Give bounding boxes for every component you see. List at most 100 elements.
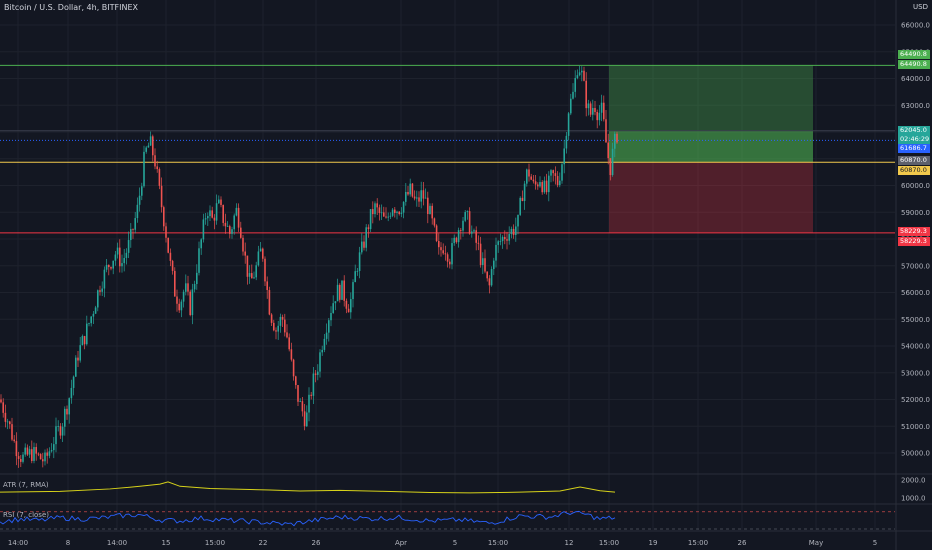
candle-body: [127, 240, 130, 253]
candle-body: [112, 260, 114, 269]
candle-body: [94, 307, 97, 314]
candle-body: [523, 183, 526, 201]
candle-body: [200, 239, 202, 249]
candle-body: [138, 195, 141, 205]
horizontal-levels: [0, 64, 895, 234]
time-tick: 22: [259, 539, 268, 547]
candle-body: [345, 300, 348, 309]
atr-tick: 1000.0: [901, 495, 926, 503]
candle-body: [312, 373, 315, 396]
candle-body: [394, 209, 396, 213]
candle-body: [365, 227, 367, 248]
candle-body: [229, 226, 231, 234]
price-tick: 55000.0: [901, 316, 930, 324]
candle-body: [99, 290, 101, 292]
candle-body: [323, 338, 326, 350]
candle-body: [81, 336, 84, 346]
candle-body: [121, 263, 123, 267]
candle-body: [11, 424, 13, 440]
candle-body: [387, 216, 389, 218]
target-zone-upper: [609, 65, 813, 131]
candle-body: [475, 230, 477, 243]
price-tick: 59000.0: [901, 209, 930, 217]
candle-body: [92, 313, 95, 317]
price-tick: 57000.0: [901, 262, 930, 270]
price-tick: 63000.0: [901, 102, 930, 110]
candle-body: [268, 290, 271, 315]
candle-body: [103, 269, 106, 289]
candle-body: [539, 182, 541, 187]
candle-body: [464, 212, 466, 221]
candle-body: [180, 301, 183, 311]
candle-body: [251, 273, 253, 279]
candle-body: [444, 253, 447, 255]
candle-body: [53, 444, 55, 451]
candle-body: [561, 164, 563, 181]
candle-body: [204, 218, 207, 220]
candle-body: [156, 166, 158, 170]
candle-body: [295, 376, 297, 386]
time-axis[interactable]: 14:00 8 14:00 15 15:00 22 26 Apr 5 15:00 12 15:00 19…: [8, 539, 877, 547]
candle-body: [433, 218, 436, 226]
candle-body: [422, 190, 425, 199]
candle-body: [20, 458, 22, 462]
candle-body: [389, 215, 392, 217]
candle-body: [310, 394, 312, 396]
price-axis[interactable]: 66000.065000.064000.063000.062000.061000…: [901, 22, 930, 503]
candle-body: [611, 148, 614, 176]
candle-body: [537, 184, 539, 187]
rsi-line: [0, 510, 616, 527]
candle-body: [314, 373, 317, 375]
time-tick: 14:00: [8, 539, 28, 547]
candle-body: [134, 218, 136, 230]
candle-body: [413, 196, 416, 199]
candle-body: [616, 133, 618, 143]
candle-body: [244, 251, 246, 256]
candle-body: [132, 229, 134, 230]
candle-body: [526, 169, 528, 184]
candle-body: [385, 216, 387, 218]
candle-body: [240, 227, 242, 238]
candle-body: [101, 288, 103, 292]
candle-body: [589, 103, 592, 115]
candle-body: [59, 426, 62, 436]
candle-body: [31, 449, 33, 461]
candle-body: [501, 236, 504, 242]
candle-body: [114, 254, 117, 261]
candle-body: [495, 244, 497, 261]
symbol-title[interactable]: Bitcoin / U.S. Dollar, 4h, BITFINEX: [4, 3, 139, 12]
candle-body: [97, 290, 99, 308]
candle-body: [215, 203, 218, 221]
candle-body: [257, 251, 260, 266]
candle-body: [64, 408, 66, 427]
candle-body: [600, 102, 603, 113]
candle-body: [24, 447, 26, 455]
candle-body: [530, 176, 532, 180]
candle-body: [336, 284, 339, 302]
candles: [0, 65, 618, 468]
candle-body: [242, 237, 244, 252]
candle-body: [598, 112, 601, 121]
candle-body: [39, 454, 42, 460]
candle-body: [86, 323, 88, 345]
candle-body: [198, 248, 200, 273]
candle-body: [79, 345, 81, 361]
candle-body: [191, 289, 194, 316]
candle-body: [460, 230, 462, 231]
candle-body: [592, 107, 594, 115]
candle-body: [614, 133, 616, 149]
candle-countdown: 02:46:29: [898, 135, 930, 144]
candle-body: [83, 336, 86, 345]
candle-body: [427, 197, 429, 215]
candle-body: [297, 385, 299, 402]
candle-body: [246, 255, 249, 277]
candle-body: [222, 204, 224, 223]
candle-body: [605, 119, 607, 143]
candle-body: [317, 371, 319, 375]
candle-body: [594, 107, 596, 112]
rsi-label[interactable]: RSI (7, close): [3, 511, 49, 519]
atr-label[interactable]: ATR (7, RMA): [3, 481, 49, 489]
candle-body: [369, 209, 372, 230]
candle-body: [556, 175, 559, 186]
